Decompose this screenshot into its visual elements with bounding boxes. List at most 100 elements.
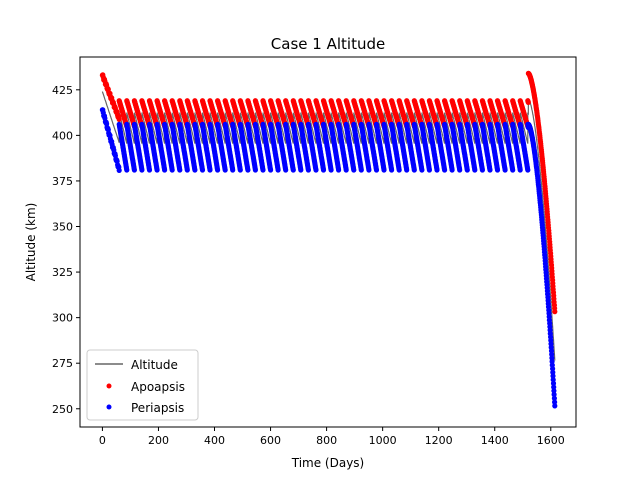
periapsis-point bbox=[131, 167, 137, 173]
periapsis-point bbox=[550, 373, 556, 379]
legend-apoapsis-label: Apoapsis bbox=[131, 380, 185, 394]
apoapsis-point bbox=[525, 99, 531, 105]
x-axis: 0 200 400 600 800 1000 1200 1400 1600 bbox=[99, 427, 565, 447]
periapsis-point bbox=[552, 399, 558, 405]
periapsis-point bbox=[343, 167, 349, 173]
series-altitude-line bbox=[101, 91, 556, 361]
legend-box bbox=[86, 349, 199, 421]
periapsis-point bbox=[154, 167, 160, 173]
x-tick-label: 1000 bbox=[369, 434, 397, 447]
apoapsis-point bbox=[116, 116, 122, 122]
periapsis-point bbox=[305, 167, 311, 173]
y-tick-label: 250 bbox=[52, 403, 73, 416]
periapsis-point bbox=[169, 167, 175, 173]
periapsis-point bbox=[260, 167, 266, 173]
y-axis-label: Altitude (km) bbox=[24, 203, 38, 282]
series-periapsis bbox=[99, 107, 558, 409]
periapsis-point bbox=[313, 167, 319, 173]
x-tick-label: 1200 bbox=[425, 434, 453, 447]
legend: Altitude Apoapsis Periapsis bbox=[86, 349, 199, 421]
x-tick-label: 400 bbox=[204, 434, 225, 447]
periapsis-point bbox=[442, 167, 448, 173]
y-tick-label: 425 bbox=[52, 84, 73, 97]
x-axis-label: Time (Days) bbox=[291, 456, 365, 470]
periapsis-point bbox=[283, 167, 289, 173]
periapsis-point bbox=[517, 167, 523, 173]
periapsis-point bbox=[551, 391, 557, 398]
legend-apoapsis-swatch bbox=[106, 383, 112, 389]
x-tick-label: 600 bbox=[260, 434, 281, 447]
periapsis-point bbox=[146, 167, 153, 173]
periapsis-point bbox=[389, 167, 395, 173]
y-tick-label: 300 bbox=[52, 312, 73, 325]
x-tick-label: 1600 bbox=[537, 434, 565, 447]
y-tick-label: 375 bbox=[52, 175, 73, 188]
periapsis-point bbox=[419, 167, 425, 173]
periapsis-point bbox=[252, 167, 258, 173]
x-tick-label: 1400 bbox=[481, 434, 509, 447]
periapsis-point bbox=[124, 167, 130, 173]
y-tick-label: 400 bbox=[52, 129, 73, 142]
periapsis-point bbox=[502, 167, 508, 173]
y-tick-label: 350 bbox=[52, 221, 73, 234]
periapsis-point bbox=[207, 167, 213, 173]
periapsis-point bbox=[230, 167, 236, 173]
periapsis-point bbox=[199, 167, 206, 173]
x-tick-label: 800 bbox=[316, 434, 337, 447]
periapsis-point bbox=[551, 395, 558, 401]
periapsis-point bbox=[551, 388, 557, 394]
periapsis-point bbox=[351, 167, 357, 173]
periapsis-point bbox=[464, 167, 470, 173]
x-tick-label: 200 bbox=[148, 434, 169, 447]
periapsis-point bbox=[551, 384, 557, 390]
periapsis-point bbox=[373, 167, 380, 173]
series-apoapsis bbox=[99, 70, 558, 315]
periapsis-point bbox=[411, 167, 417, 173]
periapsis-point bbox=[290, 167, 296, 173]
periapsis-point bbox=[434, 167, 440, 173]
apoapsis-point bbox=[552, 309, 558, 315]
chart-title: Case 1 Altitude bbox=[271, 35, 385, 53]
periapsis-point bbox=[550, 377, 556, 383]
periapsis-point bbox=[328, 167, 334, 173]
periapsis-point bbox=[550, 366, 556, 372]
periapsis-point bbox=[550, 380, 557, 386]
periapsis-point bbox=[494, 167, 501, 173]
periapsis-point bbox=[479, 167, 485, 173]
periapsis-point bbox=[396, 167, 402, 173]
plot-area bbox=[99, 70, 558, 409]
periapsis-point bbox=[275, 167, 281, 173]
periapsis-point bbox=[381, 167, 387, 173]
periapsis-point bbox=[162, 167, 168, 173]
periapsis-point bbox=[237, 167, 243, 173]
periapsis-point bbox=[552, 403, 558, 409]
y-tick-label: 325 bbox=[52, 266, 73, 279]
periapsis-point bbox=[268, 167, 274, 173]
periapsis-point bbox=[426, 167, 432, 173]
legend-periapsis-label: Periapsis bbox=[131, 401, 184, 415]
legend-periapsis-swatch bbox=[106, 404, 112, 410]
y-tick-label: 275 bbox=[52, 357, 73, 370]
periapsis-point bbox=[298, 167, 304, 173]
periapsis-point bbox=[358, 167, 364, 173]
periapsis-point bbox=[449, 167, 455, 173]
periapsis-point bbox=[336, 167, 342, 173]
periapsis-point bbox=[487, 167, 493, 173]
periapsis-point bbox=[525, 167, 531, 173]
periapsis-point bbox=[222, 167, 228, 173]
periapsis-point bbox=[139, 167, 145, 173]
periapsis-point bbox=[320, 167, 327, 173]
periapsis-point bbox=[457, 167, 463, 173]
periapsis-point bbox=[472, 167, 478, 173]
legend-altitude-label: Altitude bbox=[131, 358, 178, 372]
periapsis-point bbox=[192, 167, 198, 173]
periapsis-point bbox=[184, 167, 190, 173]
periapsis-point bbox=[404, 167, 410, 173]
periapsis-point bbox=[366, 167, 372, 173]
plot-frame bbox=[79, 56, 577, 428]
x-tick-label: 0 bbox=[99, 434, 106, 447]
periapsis-point bbox=[116, 167, 122, 173]
periapsis-point bbox=[245, 167, 251, 173]
periapsis-point bbox=[177, 167, 183, 173]
